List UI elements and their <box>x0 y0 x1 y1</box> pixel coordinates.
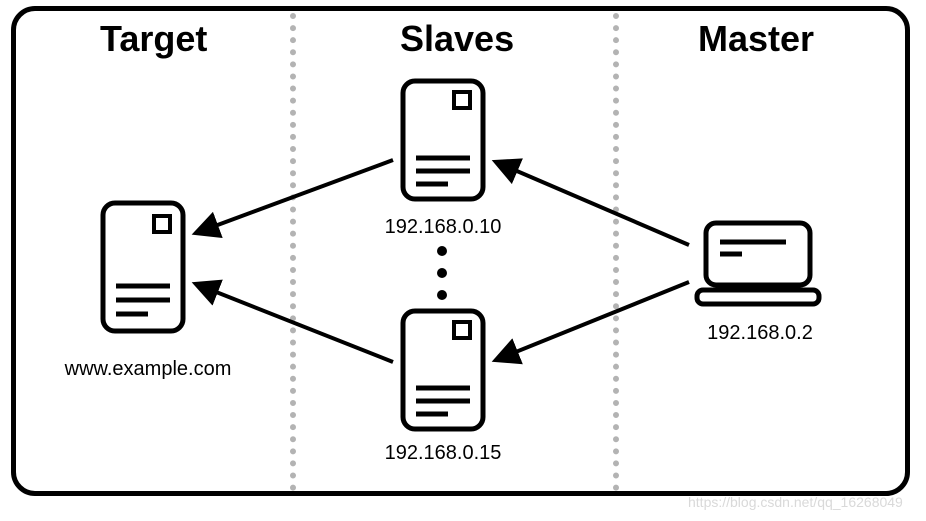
arrow-master-to-slave-bottom <box>496 282 689 360</box>
caption-slave-top: 192.168.0.10 <box>368 216 518 239</box>
arrow-master-to-slave-top <box>496 162 689 245</box>
caption-target: www.example.com <box>58 358 238 381</box>
arrow-slave-top-to-target <box>196 160 393 233</box>
caption-master: 192.168.0.2 <box>690 322 830 345</box>
arrow-slave-bottom-to-target <box>196 284 393 362</box>
caption-slave-bottom: 192.168.0.15 <box>368 442 518 465</box>
watermark-text: https://blog.csdn.net/qq_16268049 <box>688 494 903 510</box>
